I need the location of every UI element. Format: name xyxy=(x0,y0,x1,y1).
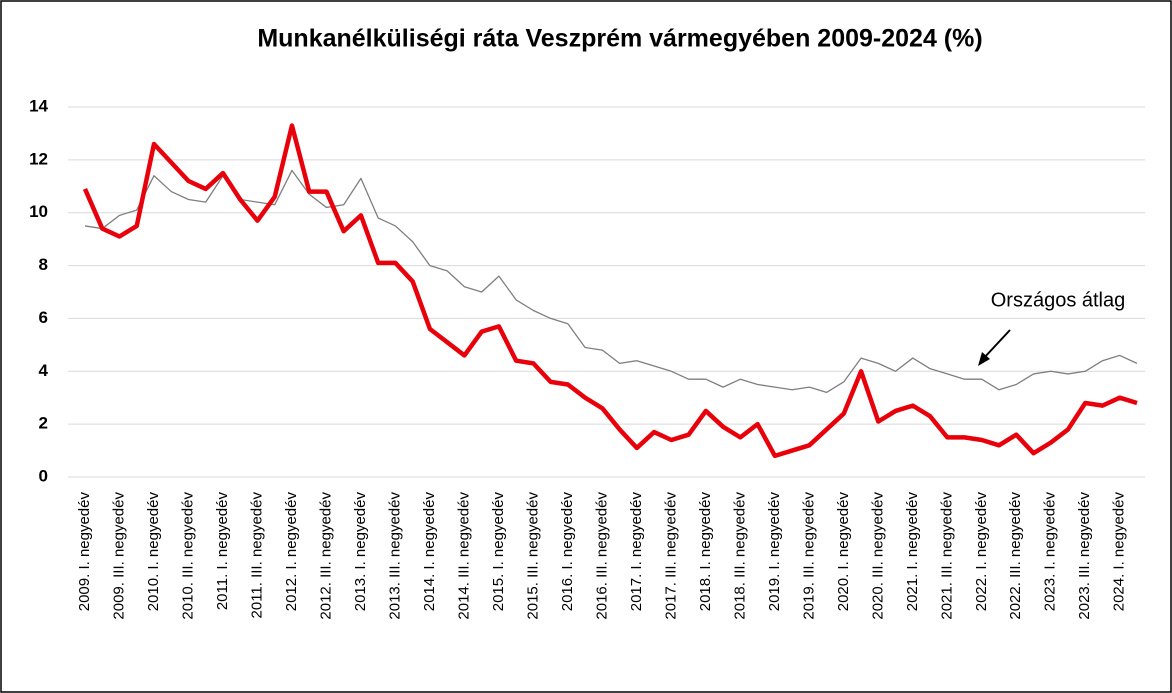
annotation-arrow xyxy=(982,329,1011,360)
y-tick-label: 14 xyxy=(29,96,48,115)
y-tick-label: 2 xyxy=(39,414,48,433)
x-tick-label: 2024. I. negyedév xyxy=(1111,492,1128,612)
x-tick-label: 2022. I. negyedév xyxy=(973,492,990,612)
x-tick-label: 2015. I. negyedév xyxy=(490,492,507,612)
x-tick-label: 2013. I. negyedév xyxy=(352,492,369,612)
x-tick-label: 2020. III. negyedév xyxy=(869,492,886,620)
x-tick-label: 2019. I. negyedév xyxy=(766,492,783,612)
chart-title: Munkanélküliségi ráta Veszprém vármegyéb… xyxy=(257,25,982,53)
x-tick-label: 2014. III. negyedév xyxy=(455,492,472,620)
y-tick-label: 12 xyxy=(29,149,48,168)
x-tick-label: 2013. III. negyedév xyxy=(386,492,403,620)
x-tick-label: 2011. I. negyedév xyxy=(214,492,231,611)
x-tick-label: 2012. III. negyedév xyxy=(317,492,334,620)
annotation: Országos átlag xyxy=(991,289,1126,311)
x-tick-label: 2017. III. negyedév xyxy=(662,492,679,620)
x-tick-label: 2011. III. negyedév xyxy=(248,492,265,619)
x-tick-label: 2016. I. negyedév xyxy=(559,492,576,612)
series-line xyxy=(84,169,1138,394)
x-tick-label: 2019. III. negyedév xyxy=(800,492,817,620)
x-tick-label: 2021. I. negyedév xyxy=(904,492,921,612)
x-tick-label: 2020. I. negyedév xyxy=(835,492,852,612)
x-tick-label: 2015. III. negyedév xyxy=(524,492,541,620)
x-tick-label: 2018. I. negyedév xyxy=(697,492,714,612)
y-tick-label: 10 xyxy=(29,202,48,221)
y-tick-label: 0 xyxy=(39,466,48,485)
x-tick-label: 2018. III. negyedév xyxy=(731,492,748,620)
series-line xyxy=(82,123,1138,459)
x-tick-label: 2010. I. negyedév xyxy=(145,492,162,612)
x-tick-label: 2009. I. negyedév xyxy=(76,492,93,612)
x-tick-label: 2023. III. negyedév xyxy=(1076,492,1093,620)
x-tick-label: 2016. III. negyedév xyxy=(593,492,610,620)
x-tick-label: 2009. III. negyedév xyxy=(110,492,127,620)
y-tick-label: 6 xyxy=(39,308,48,327)
x-tick-label: 2017. I. negyedév xyxy=(628,492,645,612)
y-tick-label: 8 xyxy=(39,255,48,274)
x-tick-label: 2021. III. negyedév xyxy=(938,492,955,620)
x-tick-label: 2014. I. negyedév xyxy=(421,492,438,612)
x-tick-label: 2022. III. negyedév xyxy=(1007,492,1024,620)
x-tick-label: 2010. III. negyedév xyxy=(179,492,196,620)
x-tick-label: 2012. I. negyedév xyxy=(283,492,300,612)
x-tick-label: 2023. I. negyedév xyxy=(1042,492,1059,612)
y-tick-label: 4 xyxy=(39,361,49,380)
arrow-head xyxy=(978,352,990,366)
